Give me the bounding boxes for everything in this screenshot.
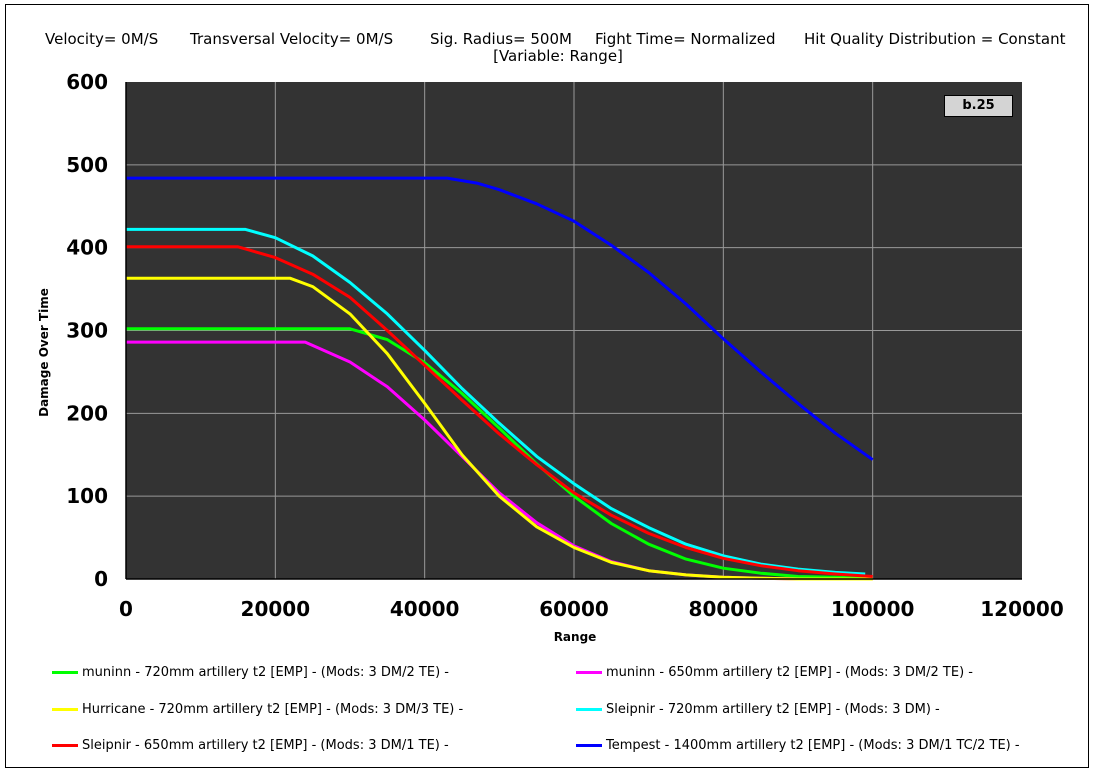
fight-time-text: Fight Time= Normalized: [595, 30, 776, 48]
x-tick-label: 0: [119, 597, 133, 621]
legend-item: muninn - 650mm artillery t2 [EMP] - (Mod…: [576, 664, 973, 680]
x-tick-label: 40000: [390, 597, 460, 621]
y-tick-label: 600: [66, 70, 108, 94]
series-line-5: [126, 245, 873, 578]
legend-swatch: [576, 707, 602, 711]
chart-frame: [5, 4, 1089, 768]
legend-swatch: [576, 743, 602, 747]
series-line-1: [126, 327, 873, 580]
y-tick-label: 500: [66, 153, 108, 177]
legend-item: Hurricane - 720mm artillery t2 [EMP] - (…: [52, 701, 463, 717]
legend-swatch: [576, 670, 602, 674]
x-tick-label: 20000: [241, 597, 311, 621]
sig-radius-text: Sig. Radius= 500M: [430, 30, 572, 48]
legend-swatch: [52, 707, 78, 711]
velocity-text: Velocity= 0M/S: [45, 30, 159, 48]
x-tick-label: 100000: [831, 597, 915, 621]
legend-label: Sleipnir - 650mm artillery t2 [EMP] - (M…: [82, 737, 449, 753]
series-line-6: [126, 176, 874, 461]
x-tick-label: 80000: [689, 597, 759, 621]
legend-item: Sleipnir - 650mm artillery t2 [EMP] - (M…: [52, 737, 449, 753]
legend-label: muninn - 720mm artillery t2 [EMP] - (Mod…: [82, 664, 449, 680]
y-tick-label: 400: [66, 236, 108, 260]
y-axis-label: Damage Over Time: [37, 288, 51, 417]
version-badge: b.25: [944, 95, 1013, 117]
y-tick-label: 100: [66, 484, 108, 508]
legend-label: muninn - 650mm artillery t2 [EMP] - (Mod…: [606, 664, 973, 680]
y-tick-label: 200: [66, 401, 108, 425]
legend-item: Tempest - 1400mm artillery t2 [EMP] - (M…: [576, 737, 1020, 753]
legend-swatch: [52, 743, 78, 747]
legend-label: Tempest - 1400mm artillery t2 [EMP] - (M…: [606, 737, 1020, 753]
legend-item: Sleipnir - 720mm artillery t2 [EMP] - (M…: [576, 701, 940, 717]
legend-label: Hurricane - 720mm artillery t2 [EMP] - (…: [82, 701, 464, 717]
legend-swatch: [52, 670, 78, 674]
x-tick-label: 60000: [539, 597, 609, 621]
legend-label: Sleipnir - 720mm artillery t2 [EMP] - (M…: [606, 701, 940, 717]
y-tick-label: 0: [94, 567, 108, 591]
transversal-velocity-text: Transversal Velocity= 0M/S: [190, 30, 394, 48]
series-line-4: [126, 227, 866, 576]
legend-item: muninn - 720mm artillery t2 [EMP] - (Mod…: [52, 664, 449, 680]
x-tick-label: 120000: [980, 597, 1064, 621]
hit-quality-text: Hit Quality Distribution = Constant: [804, 30, 1066, 48]
variable-note: [Variable: Range]: [493, 47, 623, 65]
x-axis-label: Range: [554, 630, 597, 644]
y-tick-label: 300: [66, 319, 108, 343]
